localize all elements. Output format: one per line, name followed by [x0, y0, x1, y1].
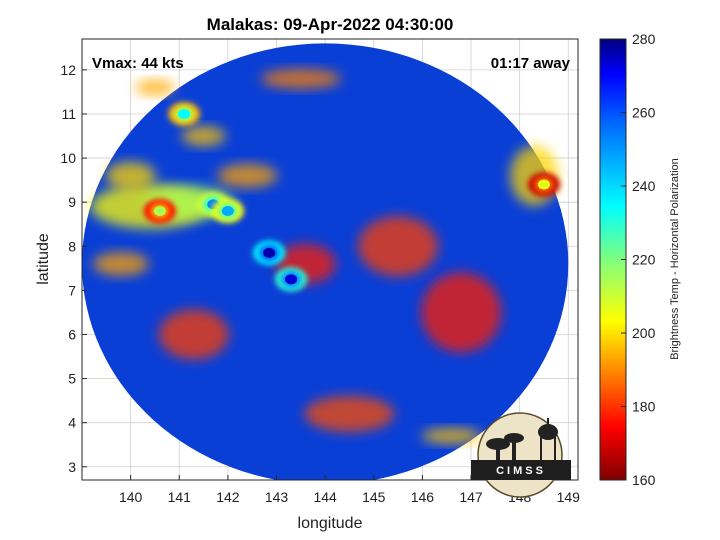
colorbar-tick-label: 220: [632, 252, 656, 268]
colorbar-tick-label: 240: [632, 178, 656, 194]
y-axis-ticks: 3 4 5 6 7 8 9 10 11 12: [60, 62, 87, 475]
swath-texture: [158, 309, 229, 360]
swath-texture: [92, 251, 149, 276]
swath-texture: [358, 216, 439, 277]
x-tick-label: 146: [411, 489, 435, 505]
feature-eyewall-band: [275, 267, 308, 292]
swath-texture: [181, 126, 226, 147]
x-tick-label: 143: [265, 489, 289, 505]
swath-texture: [260, 68, 341, 89]
x-axis-label: longitude: [298, 515, 363, 532]
logo-antenna-icon: [486, 433, 524, 460]
x-tick-label: 141: [168, 489, 192, 505]
vmax-annotation: Vmax: 44 kts: [92, 55, 184, 72]
y-tick-label: 5: [68, 371, 76, 387]
x-tick-label: 142: [216, 489, 240, 505]
x-tick-label: 147: [459, 489, 483, 505]
feature-band-north-3: [168, 101, 201, 126]
logo-water-tower-icon: [538, 418, 558, 462]
swath-texture: [421, 272, 502, 353]
logo-banner: [471, 460, 571, 480]
y-tick-label: 4: [68, 415, 76, 431]
logo-text: CIMSS: [496, 465, 546, 477]
colorbar-label: Brightness Temp - Horizontal Polarizatio…: [669, 158, 681, 360]
x-axis-ticks: 140141142143144145146147148149: [119, 475, 580, 505]
swath-texture: [304, 395, 395, 432]
swath-texture: [134, 79, 175, 96]
colorbar-tick-label: 160: [632, 472, 656, 488]
swath-texture: [217, 163, 278, 188]
colorbar-tick-label: 180: [632, 399, 656, 415]
cimss-logo: CIMSS: [471, 412, 571, 498]
y-tick-label: 6: [68, 326, 76, 342]
swath-layer: [82, 43, 569, 480]
feature-rainband-west: [143, 198, 176, 223]
x-tick-label: 144: [313, 489, 337, 505]
swath-texture: [421, 427, 482, 444]
colorbar-tick-label: 280: [632, 31, 656, 47]
y-tick-label: 3: [68, 459, 76, 475]
y-axis-label: latitude: [35, 233, 52, 285]
x-tick-label: 149: [557, 489, 581, 505]
x-tick-label: 140: [119, 489, 143, 505]
plot-frame: [81, 38, 579, 481]
feature-eyewall-core: [253, 240, 286, 265]
colorbar-tick-label: 200: [632, 325, 656, 341]
y-tick-label: 11: [61, 106, 76, 122]
swath-texture: [105, 161, 156, 190]
y-tick-label: 7: [68, 282, 76, 298]
y-tick-label: 12: [60, 62, 76, 78]
x-tick-label: 145: [362, 489, 386, 505]
feature-band-north-2: [211, 198, 244, 223]
colorbar-tick-label: 260: [632, 105, 656, 121]
y-tick-label: 8: [68, 238, 76, 254]
time-offset-annotation: 01:17 away: [491, 55, 571, 72]
colorbar-ticks: 160 180 200 220 240 260 280: [621, 31, 656, 488]
y-tick-label: 9: [68, 194, 76, 210]
chart-title: Malakas: 09-Apr-2022 04:30:00: [207, 15, 454, 34]
y-tick-label: 10: [60, 150, 76, 166]
feature-cell-east: [527, 172, 560, 197]
